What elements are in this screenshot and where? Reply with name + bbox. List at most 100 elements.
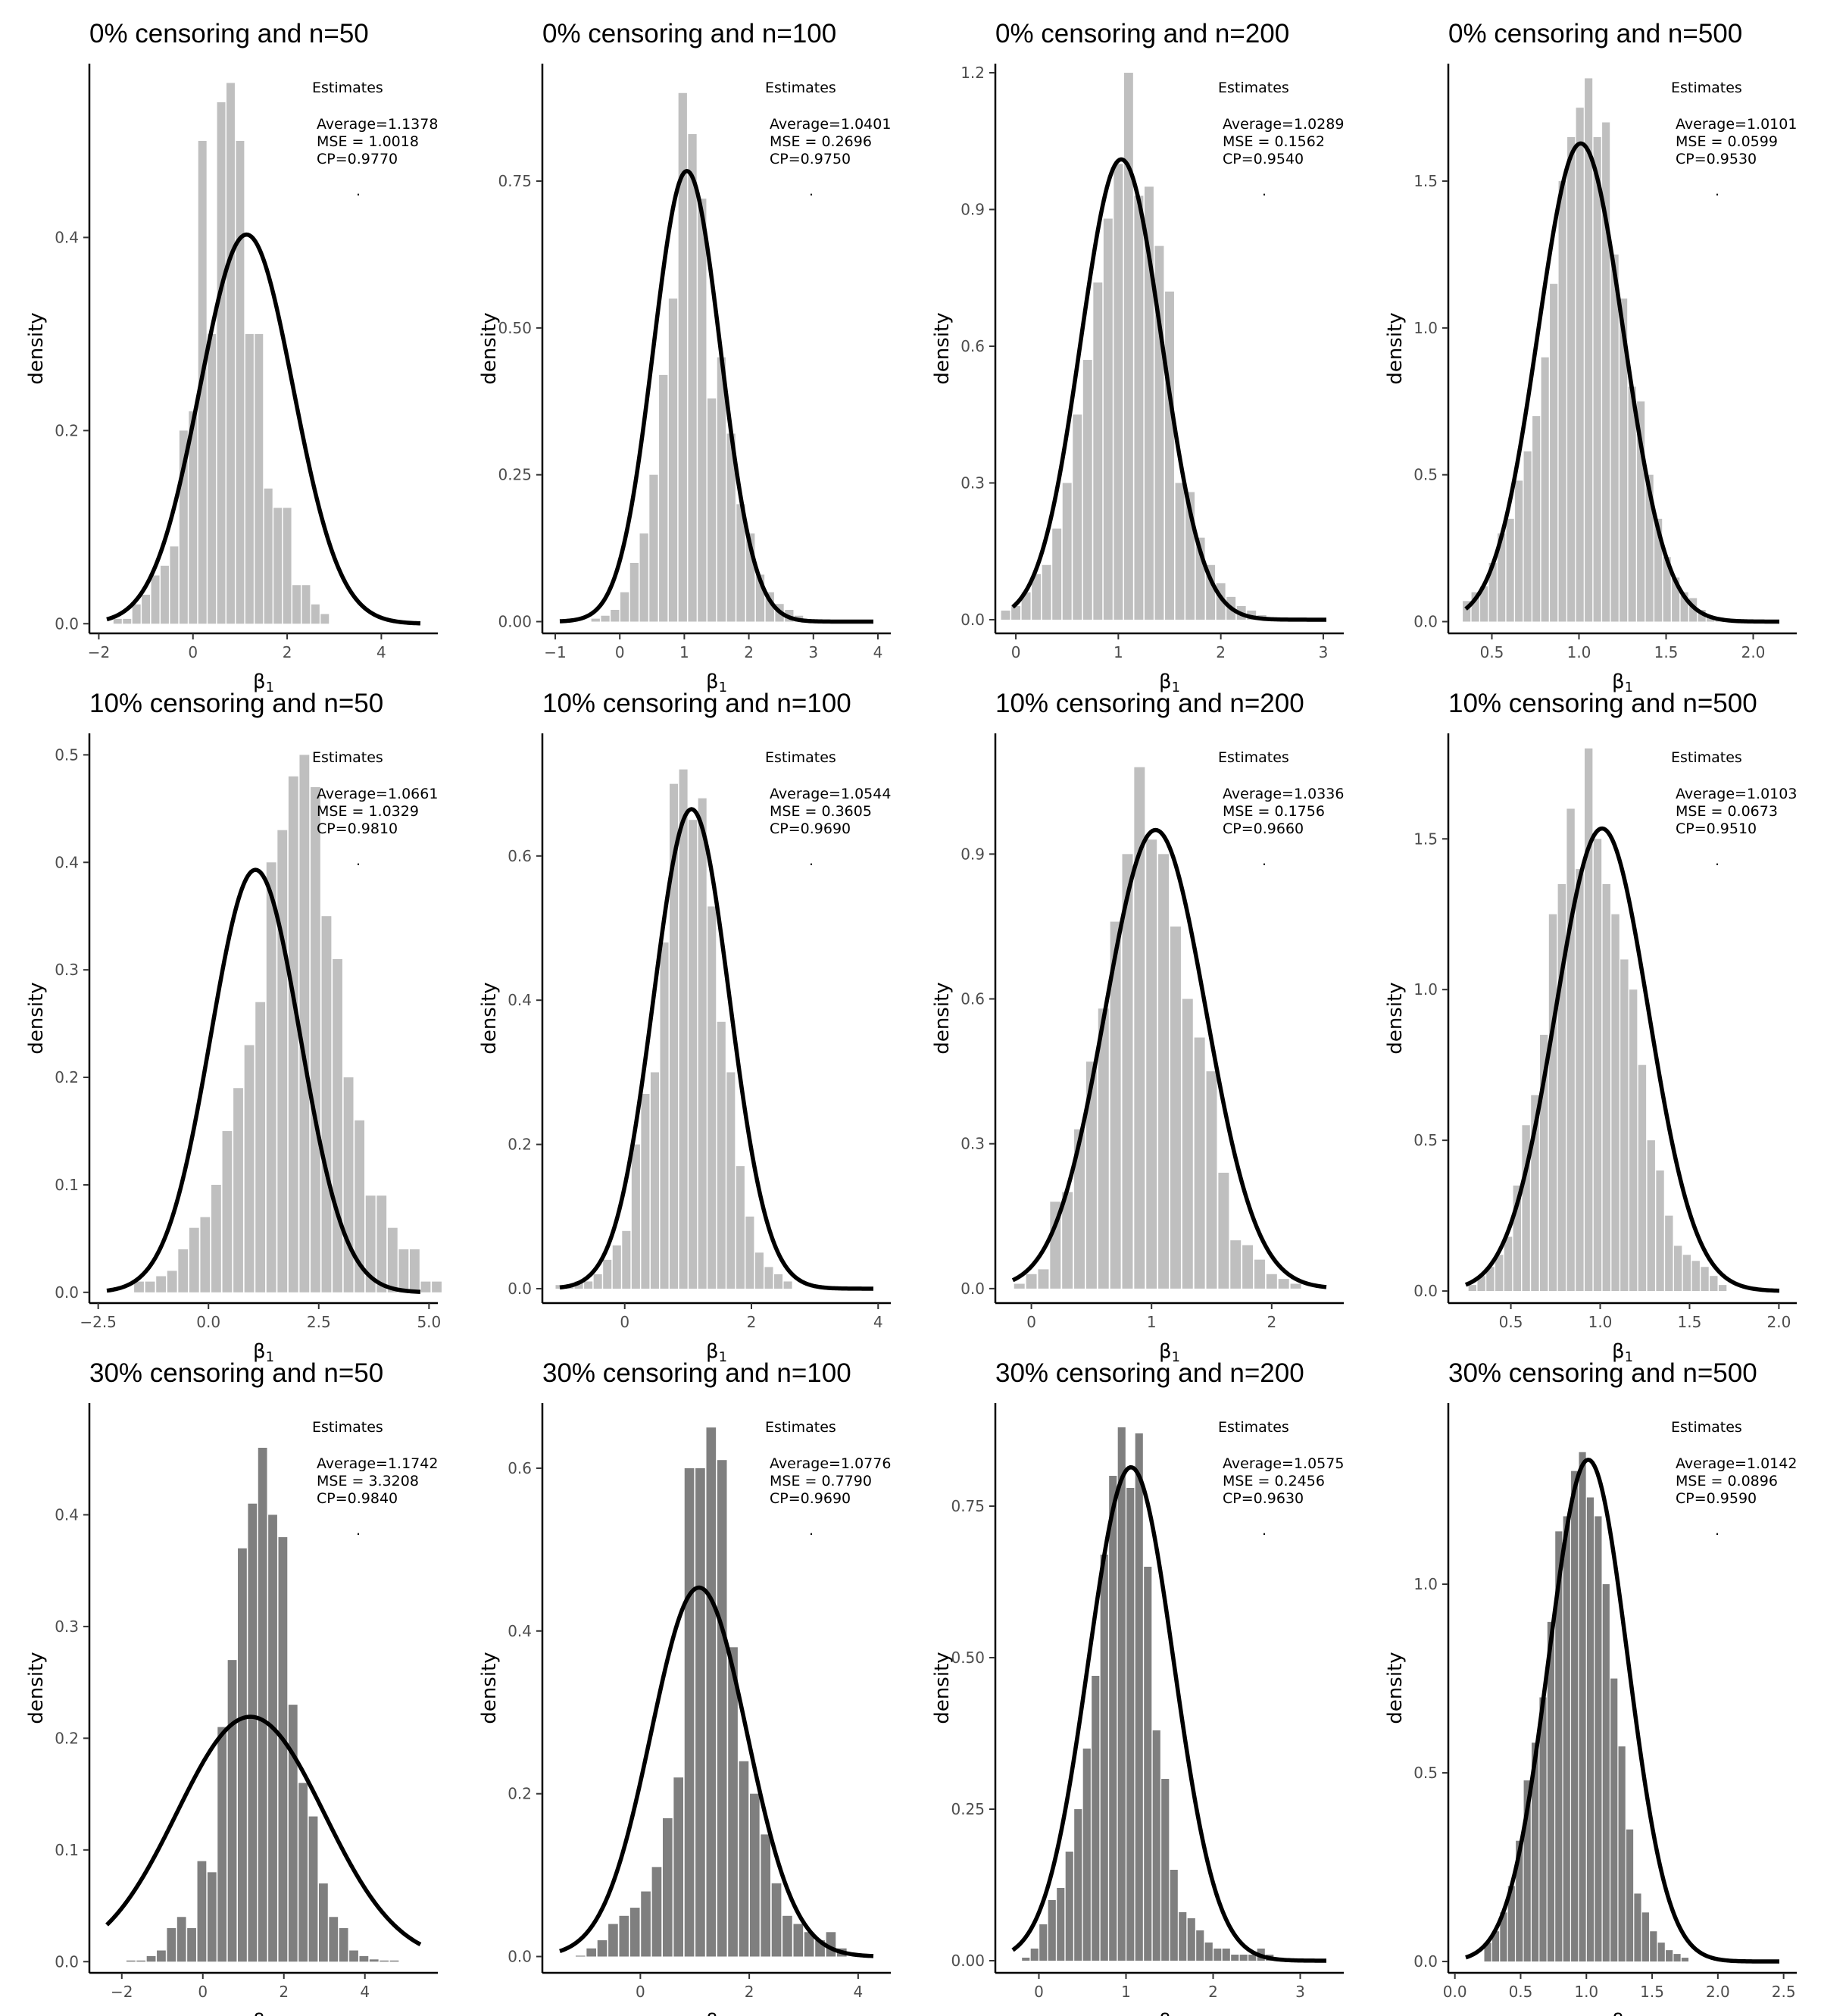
histogram-bar: [311, 786, 320, 1292]
density-curve: [1465, 1458, 1780, 1964]
histogram-bar: [1576, 108, 1584, 622]
histogram-bar: [1698, 609, 1706, 622]
histogram-bar: [1531, 1743, 1539, 1962]
histogram-bar: [1547, 1621, 1554, 1962]
y-tick-label: 0.5: [1413, 466, 1438, 484]
histogram-bar: [717, 357, 726, 622]
histogram-bar: [1665, 1215, 1673, 1292]
y-tick-label: 0.0: [55, 1952, 79, 1971]
histogram-bar: [1468, 1285, 1477, 1292]
histogram-bar: [292, 585, 301, 624]
y-axis-label: density: [1384, 982, 1407, 1054]
y-tick-label: 0.00: [498, 612, 532, 630]
histogram-bar: [1666, 1950, 1673, 1962]
histogram-bars: [1468, 748, 1727, 1292]
histogram-bar: [1567, 136, 1576, 622]
x-tick-label: 2: [1267, 1313, 1276, 1331]
histogram-bar: [1204, 1943, 1213, 1961]
annotation-average: Average=1.0544: [770, 786, 891, 802]
histogram-bar: [197, 1861, 207, 1962]
histogram-bar: [200, 1217, 211, 1292]
annotation-dot: .: [1715, 1522, 1719, 1539]
histogram-bars: [591, 92, 804, 622]
y-tick-label: 0.50: [951, 1649, 985, 1667]
histogram-bar: [1480, 586, 1488, 622]
x-tick-label: 1: [1121, 1983, 1131, 2001]
histogram-bar: [207, 1872, 217, 1962]
histogram-bar: [1540, 1034, 1548, 1292]
annotation-cp: CP=0.9750: [770, 151, 851, 167]
histogram-bar: [1011, 605, 1021, 620]
x-tick-label: 2.0: [1706, 1983, 1730, 2001]
annotation-cp: CP=0.9840: [317, 1490, 398, 1507]
histogram-bar: [608, 1924, 618, 1957]
annotation-average: Average=1.0401: [770, 116, 891, 133]
annotation-dot: .: [1262, 1522, 1267, 1539]
histogram-bar: [1672, 577, 1680, 622]
annotation-average: Average=1.0103: [1676, 786, 1797, 802]
y-axis-label: density: [478, 1652, 501, 1724]
histogram-bar: [1144, 1567, 1152, 1961]
histogram-bar: [369, 1959, 379, 1962]
histogram-bar: [670, 783, 679, 1289]
histogram-bar: [1513, 1185, 1522, 1292]
y-tick-label: 0.2: [508, 1136, 532, 1154]
chart-panel: 0% censoring and n=100 −1 0 1 2 3 4 0.00 0.25 0.5…: [453, 6, 907, 695]
annotation-heading: Estimates: [765, 1419, 836, 1436]
histogram-bar: [1290, 1283, 1301, 1289]
histogram-bar: [698, 198, 707, 622]
histogram-bar: [1218, 1172, 1229, 1289]
histogram-bar: [233, 1088, 243, 1292]
x-tick-label: 3: [808, 643, 818, 661]
x-tick-label: 4: [854, 1983, 864, 2001]
y-tick-label: 0.2: [55, 1729, 79, 1747]
histogram-bar: [1523, 451, 1532, 622]
x-axis-label: β1: [1159, 2010, 1180, 2016]
histogram-bar: [1645, 474, 1654, 622]
histogram-bar: [1539, 1697, 1547, 1962]
histogram-bar: [236, 140, 245, 624]
x-tick-label: 4: [873, 643, 883, 661]
histogram-bar: [1170, 926, 1181, 1289]
histogram-bar: [1194, 1037, 1205, 1289]
histogram-bar: [1123, 73, 1133, 620]
annotation-average: Average=1.0661: [317, 786, 438, 802]
density-curve: [1011, 827, 1327, 1289]
y-tick-label: 0.3: [55, 961, 79, 979]
x-tick-label: 1: [679, 643, 689, 661]
histogram-bar: [586, 1948, 597, 1957]
histogram-bar: [1507, 1886, 1515, 1962]
histogram-bar: [217, 102, 226, 624]
annotation-heading: Estimates: [765, 749, 836, 766]
histogram-bar: [277, 830, 288, 1292]
y-tick-label: 0.1: [55, 1841, 79, 1859]
histogram-bar: [132, 604, 141, 624]
y-tick-label: 0.6: [960, 337, 985, 355]
histogram-bar: [1471, 592, 1479, 622]
histogram-bars: [126, 1447, 399, 1962]
y-tick-label: 0.0: [1413, 1952, 1438, 1971]
histogram-bar: [1161, 1779, 1170, 1961]
histogram-bar: [1641, 1912, 1649, 1962]
histogram-bar: [1057, 1888, 1065, 1961]
x-axis-label: β1: [253, 2010, 274, 2016]
annotation-cp: CP=0.9540: [1223, 151, 1304, 167]
histogram-bar: [1126, 1488, 1135, 1961]
histogram-bar: [222, 1130, 233, 1292]
histogram-bar: [1673, 1954, 1681, 1962]
chart-title: 30% censoring and n=50: [89, 1358, 383, 1388]
density-curve: [106, 867, 421, 1294]
histogram-bar: [1196, 1930, 1204, 1961]
x-tick-label: 0.0: [196, 1313, 220, 1331]
histogram-bar: [726, 433, 736, 622]
histogram-bar: [641, 1891, 651, 1957]
histogram-bar: [1566, 808, 1575, 1292]
y-tick-label: 0.4: [508, 991, 532, 1009]
y-axis-label: density: [25, 982, 48, 1054]
y-tick-label: 0.5: [1413, 1131, 1438, 1149]
histogram-bar: [717, 1021, 726, 1289]
y-tick-label: 0.2: [508, 1785, 532, 1803]
annotation-mse: MSE = 0.1756: [1223, 803, 1325, 820]
histogram-bar: [1628, 386, 1636, 622]
y-tick-label: 1.5: [1413, 172, 1438, 190]
